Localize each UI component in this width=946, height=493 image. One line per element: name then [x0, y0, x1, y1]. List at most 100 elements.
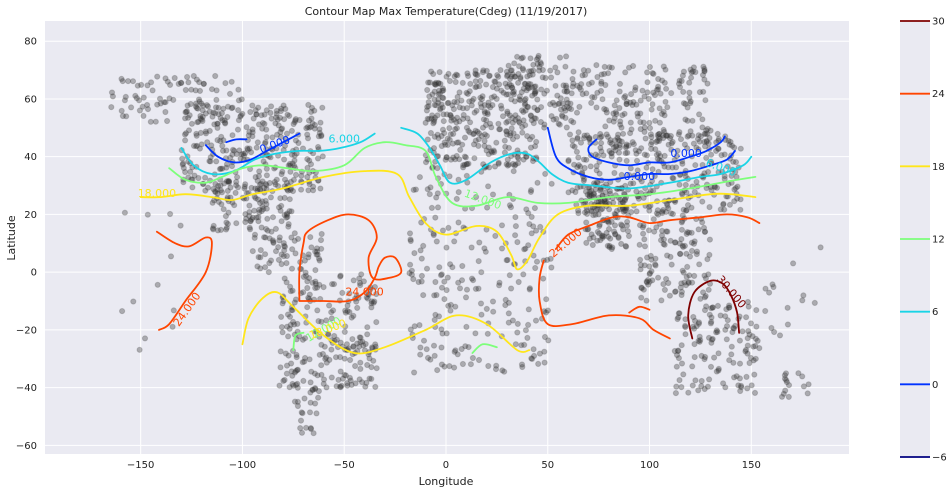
station-point [575, 210, 582, 217]
station-point [617, 121, 624, 128]
station-point [569, 142, 576, 149]
station-point [570, 68, 577, 75]
station-point [532, 88, 539, 95]
station-point [683, 250, 690, 257]
station-point [356, 279, 363, 287]
station-point [541, 121, 548, 128]
station-point [309, 279, 316, 286]
station-point [218, 189, 226, 196]
station-point [524, 334, 531, 341]
station-point [657, 237, 665, 244]
station-point [608, 140, 616, 147]
station-point [661, 152, 668, 159]
station-point [768, 324, 775, 332]
station-point [689, 382, 696, 389]
station-point [783, 379, 791, 386]
station-point [307, 379, 314, 386]
station-point [517, 75, 524, 82]
station-point [330, 307, 337, 314]
station-point [424, 354, 432, 361]
station-point [288, 265, 296, 272]
station-point [521, 80, 528, 87]
y-tick-label: 40 [24, 152, 37, 163]
station-point [281, 211, 288, 219]
station-point [281, 243, 289, 250]
station-point [588, 208, 595, 215]
y-tick-label: 80 [24, 37, 37, 48]
station-point [166, 95, 173, 102]
station-point [167, 210, 174, 218]
station-point [312, 280, 319, 287]
station-point [615, 234, 622, 241]
station-point [162, 108, 169, 116]
station-point [463, 172, 470, 179]
station-point [278, 313, 285, 320]
station-point [430, 145, 438, 152]
station-point [470, 277, 477, 284]
station-point [443, 154, 450, 161]
station-point [445, 99, 452, 106]
station-point [443, 287, 450, 294]
station-point [699, 124, 706, 131]
station-point [481, 137, 488, 145]
station-point [612, 231, 619, 238]
station-point [431, 80, 438, 87]
station-point [318, 362, 325, 369]
station-point [281, 156, 288, 163]
station-point [540, 275, 547, 282]
station-point [364, 324, 371, 331]
station-point [477, 77, 484, 85]
station-point [288, 127, 295, 134]
station-point [430, 231, 437, 239]
station-point [701, 356, 708, 363]
station-point [653, 86, 661, 94]
station-point [314, 307, 321, 314]
station-point [682, 282, 690, 289]
station-point [743, 314, 750, 321]
station-point [211, 188, 219, 195]
station-point [625, 64, 633, 71]
station-point [547, 101, 554, 108]
station-point [562, 114, 569, 122]
station-point [209, 199, 216, 206]
station-point [512, 223, 520, 230]
station-point [507, 132, 514, 139]
station-point [504, 108, 511, 115]
station-point [439, 94, 446, 101]
station-point [554, 92, 561, 99]
station-point [431, 116, 438, 124]
station-point [685, 389, 692, 396]
station-point [652, 117, 659, 124]
station-point [425, 99, 432, 106]
station-point [439, 126, 447, 133]
station-point [576, 84, 583, 91]
station-point [277, 364, 284, 371]
station-point [183, 108, 190, 116]
station-point [451, 364, 458, 371]
station-point [722, 313, 729, 320]
station-point [410, 186, 417, 193]
station-point [647, 131, 655, 138]
station-point [785, 393, 792, 400]
contour-lines [139, 126, 761, 355]
station-point [290, 176, 297, 183]
station-point [299, 359, 306, 366]
station-point [676, 250, 684, 257]
station-point [261, 120, 268, 128]
station-point [514, 329, 521, 336]
station-point [305, 251, 312, 258]
station-point [433, 238, 440, 245]
station-point [286, 384, 293, 391]
station-point [440, 118, 447, 125]
station-point [509, 71, 516, 78]
station-point [753, 323, 760, 330]
station-point [676, 310, 683, 317]
station-point [706, 311, 713, 318]
station-point [515, 118, 523, 125]
x-tick-label: −150 [127, 460, 154, 471]
colorbar-tick-label: 6 [932, 307, 938, 318]
station-point [316, 129, 323, 136]
station-point [690, 323, 697, 330]
station-point [601, 70, 608, 78]
station-point [410, 276, 417, 283]
